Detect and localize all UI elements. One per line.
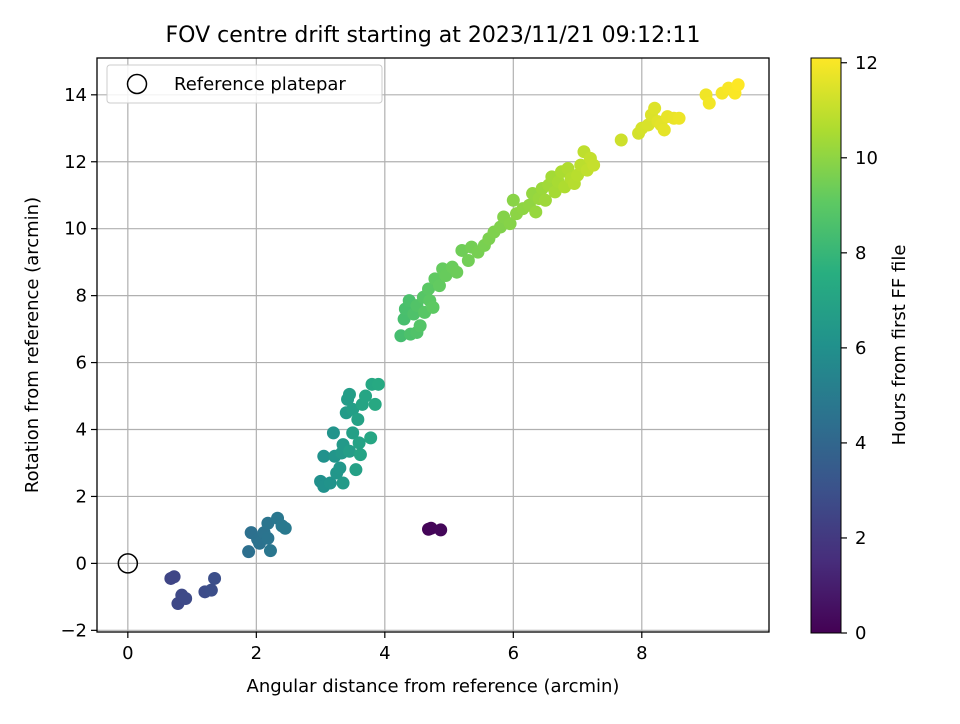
reference-platepar-marker [117,553,139,574]
colorbar: 0 2 4 6 8 10 12 Hours from first FF file [810,53,910,644]
data-point [346,426,360,440]
data-point [342,444,356,458]
y-tick-label: 0 [76,553,87,574]
data-point [204,583,218,597]
colorbar-gradient [810,57,842,634]
x-tick-label: 6 [508,643,519,664]
colorbar-tick-label: 10 [855,148,878,169]
data-point [364,431,378,445]
legend-marker-reference [126,73,148,95]
data-point [342,387,356,401]
data-point [571,168,585,182]
colorbar-tick-label: 8 [855,243,866,264]
data-point [353,448,367,462]
y-tick-label: −2 [60,620,87,641]
y-axis-label: Rotation from reference (arcmin) [22,197,43,493]
data-point [167,570,181,584]
data-point [333,461,347,475]
colorbar-tick-label: 0 [855,623,866,644]
data-point [413,319,427,333]
data-point [461,253,475,267]
data-point [261,516,275,530]
data-point [346,402,360,416]
data-point [548,185,562,199]
data-point [351,412,365,426]
data-point [614,133,628,147]
data-point [368,397,382,411]
data-point [561,161,575,175]
colorbar-label: Hours from first FF file [889,245,910,446]
data-point [278,521,292,535]
data-point [503,217,517,231]
x-tick-label: 0 [122,643,133,664]
legend: Reference platepar [106,64,383,104]
data-point [352,436,366,450]
chart-title: FOV centre drift starting at 2023/11/21 … [166,23,701,48]
data-point [529,205,543,219]
data-point [450,265,464,279]
data-point [323,476,337,490]
x-axis-label: Angular distance from reference (arcmin) [247,676,620,697]
y-tick-label: 14 [64,85,87,106]
data-point [326,426,340,440]
data-point [648,101,662,115]
colorbar-tick-label: 6 [855,338,866,359]
plot-frame [96,57,770,633]
x-tick-label: 8 [636,643,647,664]
data-point [731,78,745,92]
y-tick-label: 8 [76,286,87,307]
data-point [426,300,440,314]
data-point [587,158,601,172]
grid-lines [97,58,769,632]
data-point [263,544,277,558]
data-point [657,123,671,137]
x-tick-label: 2 [251,643,262,664]
y-tick-label: 12 [64,152,87,173]
data-point [422,282,436,296]
data-point [434,523,448,537]
data-point [242,545,256,559]
data-point [208,571,222,585]
y-tick-label: 10 [64,219,87,240]
data-point [394,329,408,343]
data-points [117,78,745,611]
data-point [424,521,438,535]
y-tick-label: 6 [76,353,87,374]
legend-box [106,64,383,104]
data-point [261,531,275,545]
colorbar-ticks: 0 2 4 6 8 10 12 [841,53,878,644]
data-point [336,476,350,490]
data-point [672,111,686,125]
y-tick-label: 2 [76,486,87,507]
axis-ticks: 0 2 4 6 8 −2 0 2 4 6 8 10 12 14 [60,85,647,664]
data-point [506,193,520,207]
data-point [317,449,331,463]
data-point [538,193,552,207]
colorbar-tick-label: 12 [855,53,878,74]
data-point [179,592,193,606]
y-tick-label: 4 [76,420,87,441]
legend-label-reference: Reference platepar [174,74,346,95]
data-point [371,377,385,391]
colorbar-tick-label: 4 [855,433,866,454]
data-point [359,389,373,403]
data-point [702,96,716,110]
x-tick-label: 4 [379,643,390,664]
data-point [349,463,363,477]
data-point [432,279,446,293]
colorbar-tick-label: 2 [855,528,866,549]
data-point [397,312,411,326]
